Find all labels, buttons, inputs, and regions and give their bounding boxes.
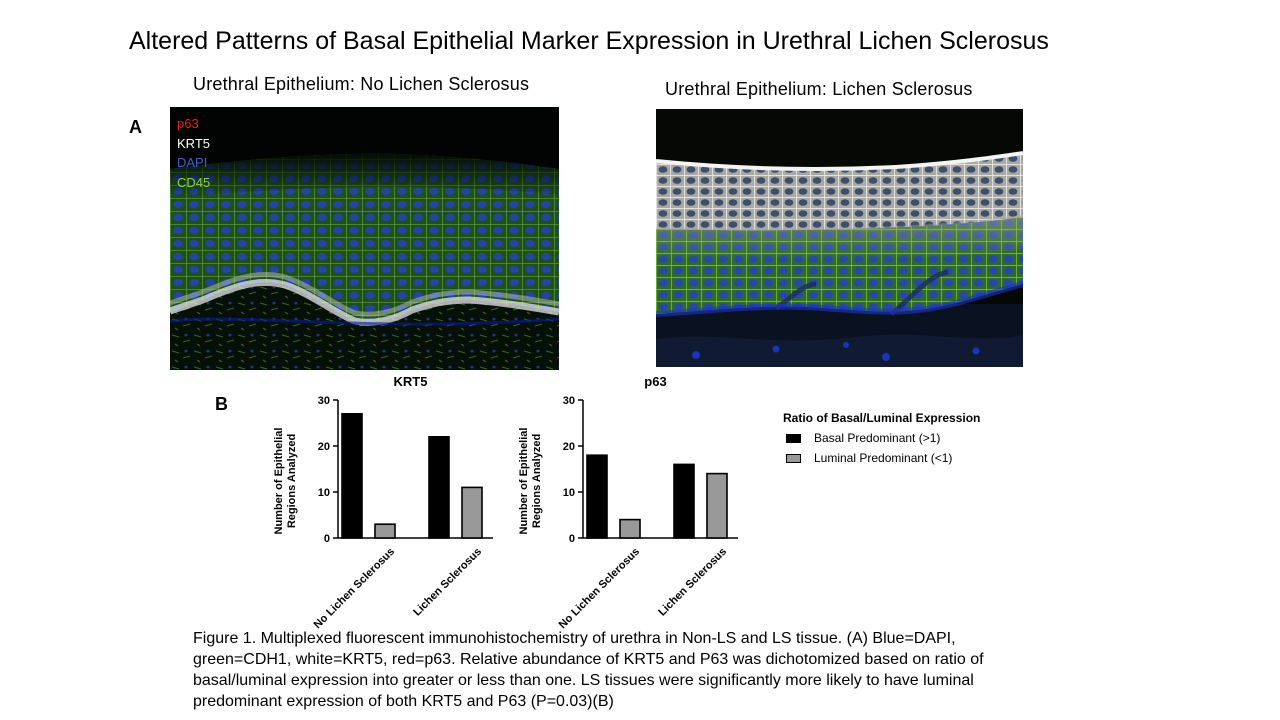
chart-title: KRT5	[394, 374, 428, 389]
y-tick-label: 20	[318, 441, 330, 453]
left-image-caption: Urethral Epithelium: No Lichen Sclerosus	[193, 74, 530, 94]
x-tick-label: No Lichen Sclerosus	[312, 546, 397, 631]
y-axis-title: Number of EpithelialRegions Analyzed	[273, 428, 298, 535]
p63-bar-chart: p63 Number of EpithelialRegions Analyzed 0…	[518, 374, 738, 631]
y-tick-label: 10	[318, 487, 330, 499]
expression-ratio-legend: Ratio of Basal/Luminal Expression Basal …	[783, 411, 980, 470]
legend-item-luminal: Luminal Predominant (<1)	[783, 450, 980, 470]
bar-no-lichen-sclerosus-luminal-predominant-1	[619, 518, 641, 539]
y-tick-label: 10	[563, 487, 575, 499]
chart-title: p63	[644, 374, 666, 389]
slide-title: Altered Patterns of Basal Epithelial Mar…	[129, 27, 1049, 55]
stain-label-cd45: CD45	[177, 174, 211, 190]
bar-lichen-sclerosus-luminal-predominant-1	[706, 472, 728, 539]
bar-no-lichen-sclerosus-luminal-predominant-1	[374, 523, 396, 539]
micrograph-no-lichen-sclerosus	[170, 107, 559, 370]
stain-label-p63: p63	[177, 116, 199, 131]
stain-label-dapi: DAPI	[177, 155, 208, 170]
panel-b-label: B	[215, 394, 228, 414]
y-tick-label: 0	[569, 533, 575, 545]
legend-swatch-basal	[786, 434, 801, 443]
krt5-bar-chart: KRT5 Number of EpithelialRegions Analyzed…	[273, 374, 493, 631]
y-axis-title: Number of EpithelialRegions Analyzed	[518, 428, 543, 535]
legend-item-basal: Basal Predominant (>1)	[783, 430, 980, 450]
x-tick-label: Lichen Sclerosus	[411, 546, 484, 619]
legend-label-basal: Basal Predominant (>1)	[814, 431, 941, 445]
right-image-caption: Urethral Epithelium: Lichen Sclerosus	[665, 79, 973, 99]
legend-title: Ratio of Basal/Luminal Expression	[783, 411, 981, 425]
bar-no-lichen-sclerosus-basal-predominant-1	[341, 412, 363, 539]
legend-label-luminal: Luminal Predominant (<1)	[814, 451, 953, 465]
bar-no-lichen-sclerosus-basal-predominant-1	[586, 454, 608, 539]
y-tick-label: 0	[324, 533, 330, 545]
figure-caption: Figure 1. Multiplexed fluorescent immuno…	[193, 630, 984, 710]
bar-lichen-sclerosus-basal-predominant-1	[673, 463, 695, 539]
y-tick-label: 30	[318, 395, 330, 407]
micrograph-lichen-sclerosus	[656, 109, 1023, 367]
x-tick-label: Lichen Sclerosus	[656, 546, 729, 619]
y-tick-label: 20	[563, 441, 575, 453]
bar-lichen-sclerosus-basal-predominant-1	[428, 435, 450, 539]
stain-label-krt5: KRT5	[177, 135, 210, 151]
panel-a-label: A	[129, 117, 142, 137]
bar-lichen-sclerosus-luminal-predominant-1	[461, 486, 483, 539]
x-tick-label: No Lichen Sclerosus	[557, 546, 642, 631]
legend-swatch-luminal	[786, 454, 801, 463]
y-tick-label: 30	[563, 395, 575, 407]
stain-legend: p63 KRT5 DAPI CD45	[177, 114, 210, 192]
